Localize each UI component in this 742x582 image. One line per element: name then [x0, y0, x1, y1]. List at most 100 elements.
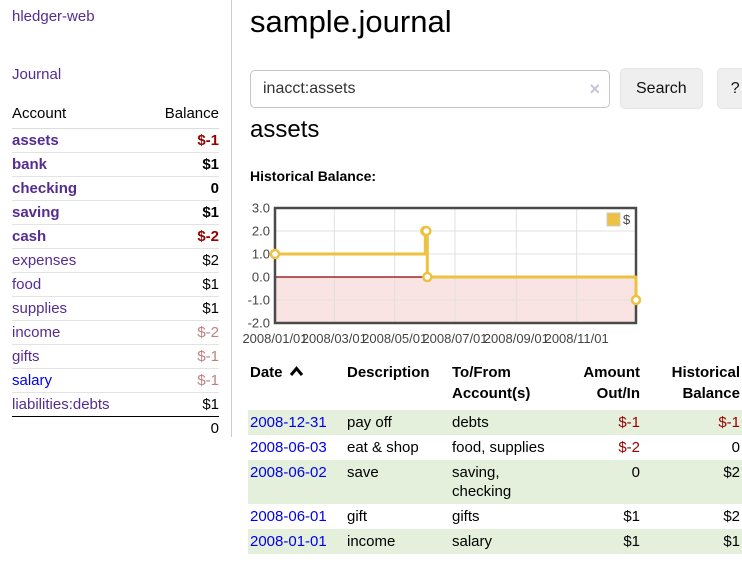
transaction-accounts: food, supplies	[452, 439, 545, 456]
transactions-header-row: Date Description To/From Account(s) Amount …	[248, 358, 742, 410]
data-point	[269, 248, 281, 260]
transaction-balance: 0	[731, 439, 740, 456]
column-header-label: Amount Out/In	[583, 364, 640, 402]
column-header-label: To/From Account(s)	[452, 364, 531, 402]
account-name-cell: bank	[12, 152, 146, 177]
transaction-rows: 2008-12-31 pay off debts $-1 $-1 2008-06-03 ea…	[248, 410, 742, 554]
transaction-row: 2008-12-31 pay off debts $-1 $-1	[248, 410, 742, 435]
account-link-supplies[interactable]: supplies	[12, 300, 68, 317]
transaction-amount: 0	[631, 464, 640, 481]
historical-balance-chart: $3.0 2.0 1.0 0.0 -1.0 -2.0 2008/01/01 2008/03/0…	[242, 200, 644, 350]
transaction-amount: $-2	[618, 439, 640, 456]
account-row: salary $-1	[12, 368, 219, 393]
x-tick-label: 2008/03/01	[302, 331, 367, 346]
account-balance: $-1	[145, 128, 219, 153]
account-name-cell: saving	[12, 200, 146, 225]
account-row: bank $1	[12, 152, 219, 177]
account-rows: assets $-1 bank $1 checking 0 saving $1 cash $-2 e…	[12, 128, 219, 417]
account-row: supplies $1	[12, 296, 219, 321]
account-link-gifts[interactable]: gifts	[12, 348, 40, 365]
account-row: cash $-2	[12, 224, 219, 249]
search-help-button[interactable]: ?	[716, 68, 742, 109]
transaction-balance: $1	[723, 533, 740, 550]
app-title-link[interactable]: hledger-web	[12, 8, 95, 25]
transaction-accounts: saving, checking	[452, 464, 512, 500]
transactions-table: Date Description To/From Account(s) Amount …	[248, 358, 742, 554]
transaction-date-cell: 2008-12-31	[248, 410, 345, 435]
account-name-cell: expenses	[12, 248, 146, 273]
x-tick-label: 2008/01/01	[242, 331, 307, 346]
account-name-cell: supplies	[12, 296, 146, 321]
transaction-date-link[interactable]: 2008-01-01	[250, 533, 327, 550]
transaction-date-link[interactable]: 2008-06-03	[250, 439, 327, 456]
accounts-total-spacer	[12, 416, 146, 440]
account-link-income[interactable]: income	[12, 324, 61, 341]
y-tick-label: -2.0	[248, 316, 270, 331]
transaction-description: save	[347, 464, 379, 481]
account-row: income $-2	[12, 320, 219, 345]
transaction-date-link[interactable]: 2008-06-01	[250, 508, 327, 525]
accounts-header-account: Account	[12, 100, 146, 129]
account-link-liabilities-debts[interactable]: liabilities:debts	[12, 396, 110, 413]
account-name-cell: salary	[12, 368, 146, 393]
account-name-cell: cash	[12, 224, 146, 249]
account-balance: $1	[145, 296, 219, 321]
column-header-historical-balance: Historical Balance	[642, 358, 742, 410]
sidebar-item-journal[interactable]: Journal	[12, 66, 62, 83]
transaction-accounts: debts	[452, 414, 489, 431]
column-header-label: Historical Balance	[671, 364, 740, 402]
transaction-row: 2008-06-02 save saving, checking 0 $2	[248, 460, 742, 504]
column-header-label: Description	[347, 364, 430, 381]
x-tick-label: 2008/05/01	[362, 331, 427, 346]
transaction-description: pay off	[347, 414, 392, 431]
account-link-salary[interactable]: salary	[12, 372, 53, 389]
chart-title: Historical Balance:	[250, 168, 377, 184]
search-button[interactable]: Search	[620, 68, 703, 109]
search-input[interactable]	[250, 69, 610, 108]
x-tick-label: 2008/07/01	[422, 331, 487, 346]
column-header-label: Date	[250, 364, 283, 381]
sort-ascending-icon	[289, 366, 303, 376]
column-header-to-from-account-s-: To/From Account(s)	[450, 358, 580, 410]
x-tick-label: 2008/11/01	[545, 331, 609, 346]
account-row: food $1	[12, 272, 219, 297]
account-balance: $-2	[145, 320, 219, 345]
main-content: sample.journal × Search ? assets Histori…	[242, 0, 742, 582]
transaction-accounts: salary	[452, 533, 493, 550]
data-point	[422, 271, 433, 283]
transaction-row: 2008-01-01 income salary $1 $1	[248, 529, 742, 554]
account-name-cell: checking	[12, 176, 146, 201]
transaction-date-link[interactable]: 2008-06-02	[250, 464, 327, 481]
sidebar: hledger-web Journal Account Balance asse…	[0, 0, 232, 440]
account-row: expenses $2	[12, 248, 219, 273]
transaction-balance: $2	[723, 464, 740, 481]
transaction-date-link[interactable]: 2008-12-31	[250, 414, 327, 431]
y-tick-label: 3.0	[252, 201, 270, 216]
accounts-header-balance: Balance	[145, 100, 219, 129]
account-link-food[interactable]: food	[12, 276, 42, 293]
transaction-description: income	[347, 533, 396, 550]
accounts-total-row: 0	[12, 416, 219, 440]
y-tick-label: 0.0	[252, 270, 270, 285]
account-link-checking[interactable]: checking	[12, 180, 78, 197]
transaction-date-cell: 2008-06-03	[248, 435, 345, 460]
search-input-wrapper: ×	[250, 69, 610, 108]
clear-search-icon[interactable]: ×	[589, 78, 600, 99]
column-header-date[interactable]: Date	[248, 358, 345, 410]
account-balance: $1	[145, 272, 219, 297]
account-row: gifts $-1	[12, 344, 219, 369]
account-link-assets[interactable]: assets	[12, 132, 59, 149]
account-balance: 0	[145, 176, 219, 201]
account-name-cell: liabilities:debts	[12, 393, 145, 417]
x-tick-label: 2008/09/01	[484, 331, 549, 346]
account-balance: $1	[202, 396, 219, 413]
transaction-row: 2008-06-01 gift gifts $1 $2	[248, 504, 742, 529]
account-balance: $-1	[145, 344, 219, 369]
account-link-saving[interactable]: saving	[12, 204, 60, 221]
transaction-balance: $-1	[718, 414, 740, 431]
account-link-bank[interactable]: bank	[12, 156, 48, 173]
account-link-cash[interactable]: cash	[12, 228, 47, 245]
account-row: assets $-1	[12, 128, 219, 153]
transaction-amount: $1	[623, 533, 640, 550]
account-link-expenses[interactable]: expenses	[12, 252, 77, 269]
